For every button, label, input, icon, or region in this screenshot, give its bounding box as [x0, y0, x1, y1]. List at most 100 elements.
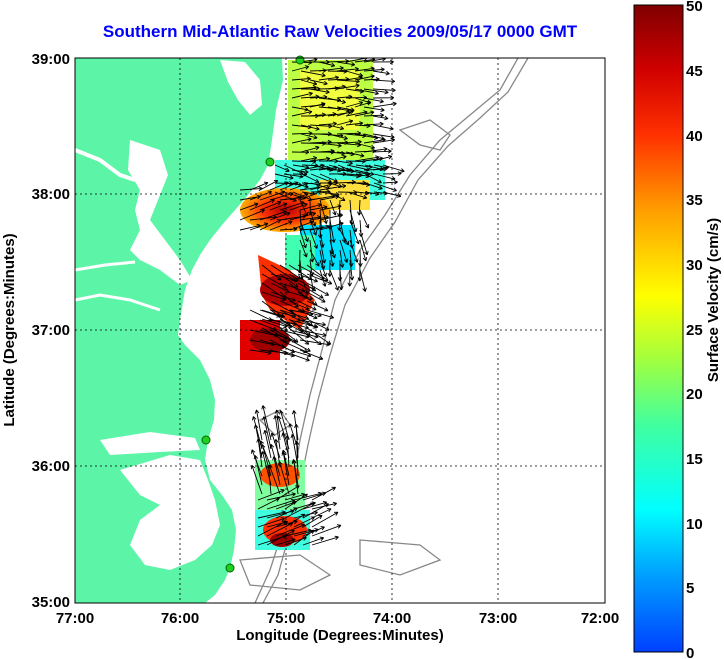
velocity-arrow: [299, 309, 322, 318]
velocity-arrow: [274, 409, 281, 441]
velocity-vectors: [239, 58, 405, 546]
station-north-2: [265, 157, 275, 167]
velocity-arrow: [309, 239, 315, 263]
velocity-arrow: [364, 182, 383, 190]
colorbar-label: Surface Velocity (cm/s): [705, 218, 722, 382]
velocity-arrow: [336, 109, 354, 117]
velocity-arrow: [249, 190, 272, 201]
velocity-arrow: [289, 329, 319, 339]
velocity-arrow: [299, 219, 309, 242]
velocity-arrow: [299, 229, 307, 249]
colorbar-tick: 25: [686, 322, 703, 339]
y-tick: 35:00: [32, 594, 70, 611]
velocity-arrow: [309, 209, 317, 227]
velocity-arrow: [372, 59, 394, 65]
y-tick: 38:00: [32, 186, 70, 203]
y-tick: 37:00: [32, 322, 70, 339]
velocity-arrow: [364, 173, 382, 184]
velocity-arrow: [354, 100, 372, 108]
velocity-arrow: [239, 208, 266, 221]
velocity-arrow: [291, 65, 310, 72]
velocity-arrow: [372, 149, 392, 154]
velocity-arrow: [288, 300, 310, 311]
velocity-arrow: [289, 182, 309, 191]
velocity-arrow: [327, 154, 347, 162]
velocity-arrow: [363, 106, 385, 113]
velocity-arrow: [329, 249, 335, 267]
velocity-arrow: [260, 444, 272, 477]
velocity-arrow: [284, 493, 308, 510]
x-axis: 77:00 76:00 75:00 74:00 73:00 72:00 Long…: [56, 610, 619, 644]
velocity-arrow: [294, 440, 300, 477]
velocity-arrow: [319, 183, 347, 191]
velocity-arrow: [339, 239, 349, 263]
colorbar-tick: 0: [686, 645, 694, 659]
velocity-arrow: [336, 119, 354, 126]
velocity-arrow: [257, 517, 286, 528]
station-mid: [201, 435, 211, 445]
velocity-arrow: [299, 199, 309, 217]
velocity-arrow: [309, 79, 328, 86]
river-3: [75, 260, 136, 272]
colorbar-tick: 5: [686, 580, 694, 597]
velocity-arrow: [359, 239, 368, 262]
x-tick: 74:00: [373, 610, 411, 627]
velocity-arrow: [309, 219, 317, 236]
velocity-arrow: [279, 273, 299, 288]
velocity-arrow: [327, 97, 346, 104]
velocity-arrow: [346, 191, 368, 200]
velocity-arrow: [329, 269, 340, 291]
velocity-arrow: [336, 61, 356, 67]
velocity-arrow: [288, 273, 317, 292]
velocity-arrow: [354, 169, 375, 176]
x-axis-label: Longitude (Degrees:Minutes): [236, 627, 444, 644]
velocity-arrow: [363, 112, 385, 118]
velocity-arrow: [364, 164, 384, 172]
velocity-arrow: [372, 87, 396, 93]
map-title: Southern Mid-Atlantic Raw Velocities 200…: [102, 22, 578, 41]
velocity-arrow: [289, 202, 308, 211]
velocity-arrow: [306, 309, 335, 320]
velocity-arrow: [289, 339, 311, 352]
velocity-arrow: [273, 415, 281, 450]
velocity-arrow: [339, 249, 345, 268]
velocity-arrow: [239, 202, 259, 211]
velocity-arrow: [266, 522, 294, 537]
velocity-arrow: [309, 249, 320, 267]
x-tick: 77:00: [56, 610, 94, 627]
velocity-arrow: [309, 88, 330, 95]
velocity-arrow: [291, 76, 311, 82]
velocity-arrow: [275, 538, 296, 546]
velocity-arrow: [311, 524, 342, 537]
velocity-arrow: [372, 154, 393, 162]
velocity-arrow: [291, 106, 309, 112]
velocity-arrow: [359, 229, 369, 256]
velocity-arrow: [257, 520, 287, 537]
velocity-arrow: [261, 309, 286, 319]
velocity-arrow: [382, 179, 398, 185]
velocity-arrow: [311, 535, 339, 546]
y-tick: 39:00: [32, 51, 70, 68]
velocity-arrow: [269, 211, 291, 221]
velocity-arrow: [261, 264, 282, 281]
velocity-arrow: [306, 300, 329, 312]
velocity-arrow: [279, 282, 306, 293]
velocity-arrow: [272, 456, 281, 486]
velocity-arrow: [291, 137, 312, 144]
velocity-arrow: [306, 273, 333, 285]
velocity-arrow: [359, 209, 370, 229]
velocity-arrow: [275, 523, 306, 537]
velocity-arrow: [302, 514, 323, 528]
velocity-arrow: [347, 269, 353, 287]
velocity-arrow: [328, 164, 346, 172]
velocity-arrow: [318, 61, 336, 68]
velocity-arrow: [270, 282, 290, 293]
velocity-arrow: [319, 164, 342, 173]
velocity-arrow: [359, 269, 367, 292]
x-tick: 73:00: [479, 610, 517, 627]
velocity-arrow: [275, 485, 300, 501]
x-tick: 76:00: [161, 610, 199, 627]
velocity-arrow: [293, 529, 315, 546]
velocity-arrow: [261, 405, 272, 441]
